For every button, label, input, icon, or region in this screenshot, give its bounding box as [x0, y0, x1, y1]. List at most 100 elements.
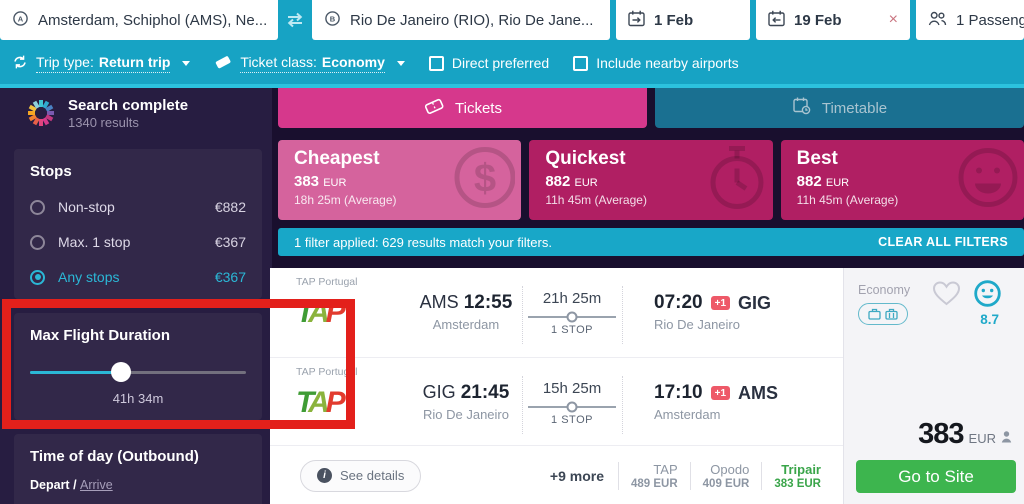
origin-value: Amsterdam, Schiphol (AMS), Ne... [38, 11, 268, 29]
search-status: Search complete 1340 results [0, 88, 272, 135]
max-duration-slider[interactable] [30, 362, 246, 382]
result-footer: i See details +9 more TAP 489 EUR Opodo … [270, 447, 843, 504]
clear-all-filters-button[interactable]: CLEAR ALL FILTERS [878, 235, 1008, 249]
radio-icon [30, 234, 45, 250]
destination-field[interactable]: B Rio De Janeiro (RIO), Rio De Jane... [312, 0, 610, 40]
arrive-toggle-link[interactable]: Arrive [80, 478, 113, 492]
stop-marker [528, 316, 616, 318]
trip-type-dropdown[interactable]: Trip type: Return trip [12, 53, 191, 73]
time-of-day-title: Time of day (Outbound) [30, 448, 199, 465]
slider-handle[interactable] [110, 362, 131, 382]
arrival-info: 17:10 +1 AMS Amsterdam [654, 382, 779, 422]
direct-preferred-label: Direct preferred [451, 55, 550, 71]
rating-smiley-icon [973, 279, 1002, 313]
see-details-button[interactable]: i See details [300, 459, 422, 492]
stops-option-max1stop[interactable]: Max. 1 stop €367 [30, 234, 246, 250]
divider [522, 376, 523, 434]
divider [622, 376, 623, 434]
filters-message: 1 filter applied: 629 results match your… [294, 234, 552, 250]
vendor-opodo[interactable]: Opodo 409 EUR [689, 461, 762, 490]
slider-track[interactable] [30, 371, 246, 374]
clear-return-date-icon[interactable]: × [888, 11, 898, 28]
info-icon: i [317, 468, 332, 483]
chevron-down-icon [396, 60, 405, 66]
checkbox-icon [573, 55, 589, 71]
calendar-return-icon [768, 10, 785, 31]
destination-pin-icon: B [324, 10, 341, 31]
outbound-leg-row[interactable]: TAP Portugal TAP AMS 12:55 Amsterdam 21h… [270, 268, 843, 358]
bag-icon [868, 308, 881, 320]
origin-field[interactable]: A Amsterdam, Schiphol (AMS), Ne... [0, 0, 278, 40]
airline-name: TAP Portugal [296, 366, 358, 378]
include-nearby-label: Include nearby airports [596, 55, 739, 71]
search-bar: A Amsterdam, Schiphol (AMS), Ne... B Rio… [0, 0, 1024, 42]
swap-airports-button[interactable] [278, 0, 312, 40]
svg-text:$: $ [474, 157, 496, 201]
chevron-down-icon [182, 60, 191, 66]
vendor-tripair[interactable]: Tripair 383 EUR [761, 461, 833, 490]
passengers-field[interactable]: 1 Passenger [916, 0, 1024, 40]
search-status-count: 1340 results [68, 115, 139, 130]
view-tabs: Tickets Timetable [278, 88, 1024, 128]
stops-option-nonstop[interactable]: Non-stop €882 [30, 199, 246, 215]
stops-option-anystops[interactable]: Any stops €367 [30, 269, 246, 285]
airline-logo: TAP [296, 386, 346, 419]
passengers-icon [928, 11, 947, 30]
trip-type-value: Return trip [98, 53, 171, 70]
include-nearby-checkbox[interactable]: Include nearby airports [573, 55, 739, 71]
result-card: TAP Portugal TAP AMS 12:55 Amsterdam 21h… [270, 268, 1024, 504]
rating-score: 8.7 [980, 312, 999, 327]
arrival-info: 07:20 +1 GIG Rio De Janeiro [654, 292, 772, 332]
cabin-class: Economy [858, 283, 911, 297]
trip-type-label: Trip type: [36, 53, 94, 70]
options-bar: Trip type: Return trip Ticket class: Eco… [0, 42, 1024, 84]
best-card[interactable]: Best 882 EUR 11h 45m (Average) [780, 140, 1024, 220]
slider-fill [30, 371, 121, 374]
cheapest-card[interactable]: Cheapest 383 EUR 18h 25m (Average) $ [278, 140, 522, 220]
itinerary-pane: TAP Portugal TAP AMS 12:55 Amsterdam 21h… [270, 268, 843, 504]
quickest-card[interactable]: Quickest 882 EUR 11h 45m (Average) [529, 140, 773, 220]
swap-icon [287, 12, 303, 28]
vendor-tap[interactable]: TAP 489 EUR [617, 461, 690, 490]
duration-info: 21h 25m 1 STOP [528, 290, 616, 336]
calendar-depart-icon [628, 10, 645, 31]
return-leg-row[interactable]: TAP Portugal TAP GIG 21:45 Rio De Janeir… [270, 358, 843, 446]
return-date-field[interactable]: 19 Feb × [756, 0, 910, 40]
depart-date-field[interactable]: 1 Feb [616, 0, 750, 40]
tab-tickets-label: Tickets [455, 99, 502, 117]
divider [522, 286, 523, 344]
svg-text:B: B [330, 14, 336, 23]
bag-icon [885, 308, 898, 320]
depart-date-value: 1 Feb [654, 11, 694, 29]
ticket-class-dropdown[interactable]: Ticket class: Economy [214, 54, 405, 73]
max-duration-panel: Max Flight Duration 41h 34m [14, 313, 262, 420]
departure-info: GIG 21:45 Rio De Janeiro [422, 382, 510, 422]
favorite-heart-icon[interactable] [931, 278, 962, 312]
summary-cards: Cheapest 383 EUR 18h 25m (Average) $ Qui… [278, 140, 1024, 220]
tab-timetable-label: Timetable [821, 99, 888, 117]
return-date-value: 19 Feb [794, 11, 842, 29]
checkbox-icon [428, 55, 444, 71]
accent-divider [0, 84, 1024, 88]
trip-type-icon [12, 54, 28, 73]
stops-filter-panel: Stops Non-stop €882 Max. 1 stop €367 Any… [14, 149, 262, 299]
ticket-class-value: Economy [321, 53, 385, 70]
destination-value: Rio De Janeiro (RIO), Rio De Jane... [350, 11, 594, 29]
vendor-prices: +9 more TAP 489 EUR Opodo 409 EUR Tripai… [549, 461, 843, 490]
time-of-day-panel: Time of day (Outbound) Depart / Arrive [14, 434, 262, 504]
airline-logo: TAP [296, 296, 346, 329]
direct-preferred-checkbox[interactable]: Direct preferred [428, 55, 550, 71]
svg-text:A: A [18, 14, 24, 23]
divider [622, 286, 623, 344]
airline-name: TAP Portugal [296, 276, 358, 288]
tab-tickets[interactable]: Tickets [278, 88, 647, 128]
tab-timetable[interactable]: Timetable [655, 88, 1024, 128]
applied-filters-bar: 1 filter applied: 629 results match your… [278, 228, 1024, 256]
more-vendors[interactable]: +9 more [549, 467, 604, 484]
go-to-site-button[interactable]: Go to Site [856, 460, 1016, 493]
ticket-class-label: Ticket class: [240, 53, 317, 70]
results-spinner-icon [24, 96, 58, 135]
passengers-value: 1 Passenger [956, 11, 1024, 29]
depart-toggle[interactable]: Depart [30, 478, 70, 492]
